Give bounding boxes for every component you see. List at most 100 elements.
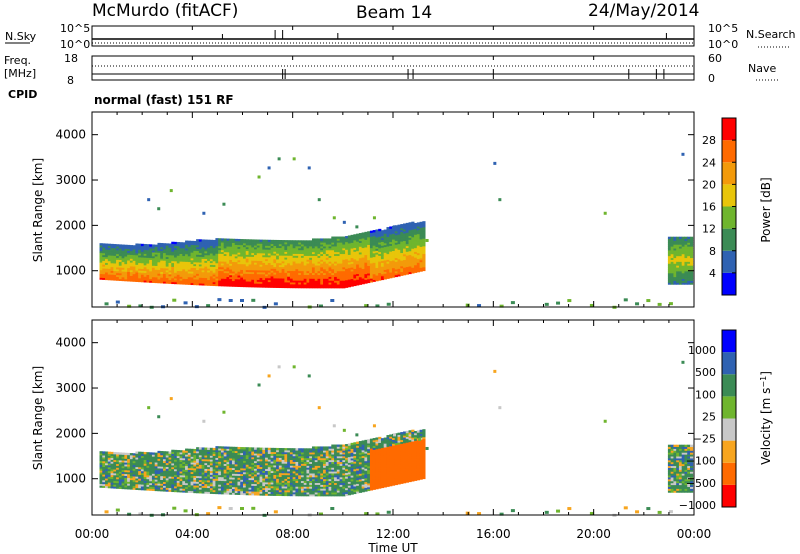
velocity-cell <box>118 454 122 457</box>
power-cell <box>265 270 269 273</box>
power-cell <box>162 264 167 267</box>
power-cell <box>350 278 354 281</box>
power-cell <box>314 268 318 272</box>
power-cell <box>403 269 407 272</box>
power-cell <box>380 232 385 235</box>
power-cell <box>127 263 131 267</box>
power-cell <box>284 262 288 266</box>
power-cell <box>129 277 134 280</box>
power-cell <box>408 248 412 252</box>
power-cell <box>190 240 194 244</box>
power-cell <box>127 252 131 255</box>
velocity-cell <box>276 474 280 477</box>
velocity-cell <box>212 465 216 468</box>
power-cell <box>146 276 150 279</box>
velocity-cell <box>295 488 299 491</box>
power-cell <box>372 270 376 273</box>
power-cell <box>196 256 200 259</box>
velocity-cell <box>209 485 214 489</box>
power-cell <box>386 238 390 241</box>
power-cell <box>174 245 178 248</box>
power-cell <box>364 269 368 273</box>
velocity-cell <box>237 490 241 494</box>
power-cell <box>416 254 420 258</box>
power-cell <box>146 244 150 247</box>
power-cell <box>317 280 321 283</box>
velocity-cell <box>99 453 103 456</box>
velocity-cell <box>226 478 230 482</box>
velocity-cell <box>265 447 269 451</box>
velocity-cell <box>278 480 283 483</box>
velocity-cell <box>149 452 153 455</box>
velocity-cell <box>162 468 167 471</box>
power-cell <box>309 276 313 279</box>
power-cell <box>358 242 363 245</box>
power-cell <box>320 265 324 268</box>
power-cell <box>190 242 194 246</box>
velocity-cell <box>132 476 136 479</box>
power-cell <box>314 282 318 285</box>
velocity-cell <box>102 464 106 467</box>
power-cell <box>367 233 371 236</box>
power-cell <box>298 272 302 275</box>
velocity-cell <box>223 490 227 493</box>
power-cell <box>311 255 316 258</box>
power-cell <box>278 243 283 247</box>
power-cell <box>99 275 103 278</box>
power-cell <box>146 270 150 274</box>
power-cell <box>320 253 324 256</box>
power-cell <box>673 257 677 260</box>
velocity-cell <box>127 468 131 471</box>
power-cell <box>212 281 216 285</box>
velocity-cell <box>259 487 263 490</box>
velocity-cell <box>187 490 191 493</box>
power-cell <box>107 249 111 252</box>
power-cell <box>414 249 418 252</box>
power-cell <box>256 254 260 258</box>
power-cell <box>254 256 258 259</box>
power-cell <box>174 272 178 275</box>
velocity-cell <box>143 486 147 489</box>
power-cell <box>237 238 241 242</box>
power-cell <box>369 255 374 258</box>
power-cell <box>391 246 396 250</box>
velocity-cell <box>198 462 203 465</box>
velocity-cell <box>110 459 114 462</box>
velocity-cell <box>143 474 147 478</box>
power-cell <box>174 255 178 258</box>
power-cell <box>375 259 379 263</box>
velocity-cell <box>118 473 122 476</box>
velocity-cell <box>256 470 260 473</box>
velocity-cell <box>102 474 106 477</box>
power-cell <box>190 261 194 265</box>
velocity-cell <box>135 453 139 456</box>
power-cell <box>334 236 338 239</box>
power-cell <box>311 274 316 277</box>
velocity-cell <box>132 468 136 471</box>
velocity-cell <box>303 455 307 459</box>
power-cell <box>667 251 672 255</box>
velocity-cell <box>105 453 109 456</box>
power-cell <box>204 268 208 271</box>
power-cell <box>118 263 122 266</box>
power-cell <box>124 248 128 251</box>
power-cell <box>267 266 271 269</box>
power-cell <box>262 264 266 267</box>
power-cell <box>422 234 426 237</box>
velocity-cell <box>193 452 197 456</box>
power-cell <box>162 262 167 265</box>
power-cell <box>422 228 426 232</box>
power-cell <box>372 273 376 277</box>
velocity-cell <box>289 450 294 453</box>
velocity-cell <box>276 447 280 451</box>
velocity-cell <box>306 478 310 482</box>
power-cell <box>276 270 280 273</box>
velocity-cell <box>220 446 225 449</box>
power-cell <box>369 234 374 237</box>
velocity-cell <box>215 457 219 460</box>
power-cell <box>323 263 327 266</box>
power-cell <box>168 249 172 252</box>
velocity-cell <box>298 465 302 468</box>
power-cell <box>281 247 285 250</box>
velocity-cell <box>226 456 230 459</box>
